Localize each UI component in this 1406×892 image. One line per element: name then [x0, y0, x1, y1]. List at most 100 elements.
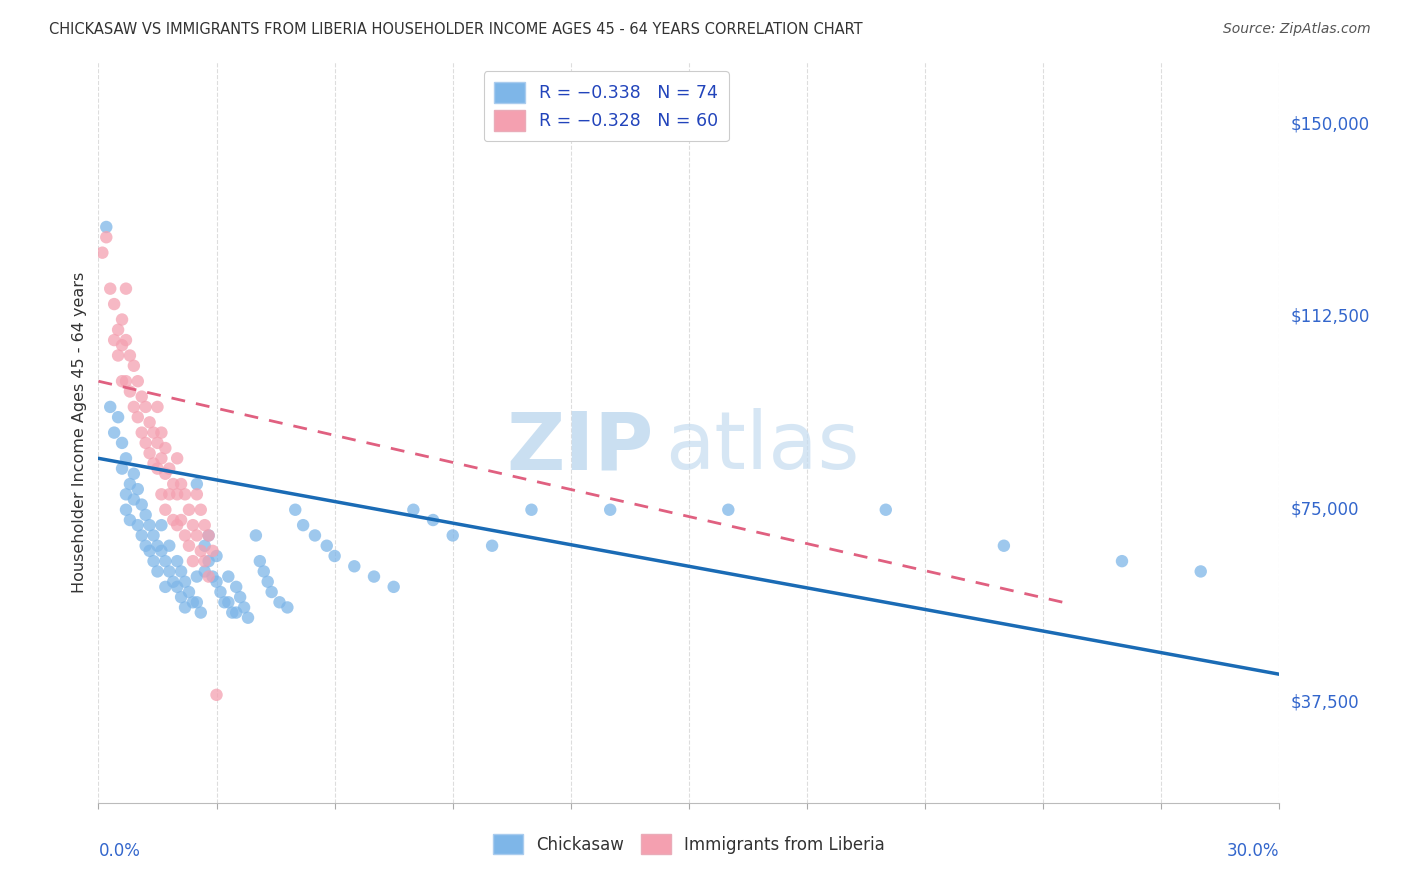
Text: CHICKASAW VS IMMIGRANTS FROM LIBERIA HOUSEHOLDER INCOME AGES 45 - 64 YEARS CORRE: CHICKASAW VS IMMIGRANTS FROM LIBERIA HOU… [49, 22, 863, 37]
Point [194, 554, 217, 568]
Point [150, 487, 173, 501]
Point [205, 549, 228, 563]
Point [402, 502, 425, 516]
Text: 0.0%: 0.0% [98, 842, 141, 860]
Point [177, 502, 200, 516]
Point [214, 595, 236, 609]
Point [174, 574, 197, 589]
Point [142, 457, 165, 471]
Point [260, 585, 283, 599]
Point [875, 502, 897, 516]
Point [599, 502, 621, 516]
Point [481, 539, 503, 553]
Point [166, 518, 188, 533]
Point [122, 492, 145, 507]
Point [155, 467, 177, 481]
Point [181, 595, 204, 609]
Point [135, 539, 157, 553]
Point [717, 502, 740, 516]
Point [111, 312, 134, 326]
Point [142, 528, 165, 542]
Point [96, 219, 118, 234]
Point [118, 513, 141, 527]
Point [127, 374, 149, 388]
Point [217, 595, 239, 609]
Point [157, 539, 180, 553]
Point [146, 461, 169, 475]
Text: 30.0%: 30.0% [1227, 842, 1279, 860]
Point [150, 544, 173, 558]
Point [118, 349, 141, 363]
Point [186, 487, 208, 501]
Point [111, 436, 134, 450]
Point [382, 580, 405, 594]
Point [127, 482, 149, 496]
Point [245, 528, 267, 542]
Point [142, 425, 165, 440]
Point [98, 282, 121, 296]
Point [190, 502, 212, 516]
Point [249, 554, 271, 568]
Point [138, 415, 160, 429]
Point [111, 374, 134, 388]
Point [197, 528, 219, 542]
Point [131, 425, 153, 440]
Point [236, 610, 259, 624]
Point [135, 508, 157, 522]
Point [138, 446, 160, 460]
Point [103, 333, 125, 347]
Point [363, 569, 385, 583]
Point [111, 338, 134, 352]
Point [201, 569, 224, 583]
Point [135, 400, 157, 414]
Text: Source: ZipAtlas.com: Source: ZipAtlas.com [1223, 22, 1371, 37]
Point [122, 400, 145, 414]
Point [253, 565, 276, 579]
Point [115, 374, 138, 388]
Point [135, 436, 157, 450]
Text: atlas: atlas [665, 409, 859, 486]
Point [520, 502, 543, 516]
Point [107, 410, 129, 425]
Text: $150,000: $150,000 [1291, 115, 1369, 133]
Point [162, 513, 184, 527]
Point [170, 477, 193, 491]
Point [225, 580, 247, 594]
Point [292, 518, 315, 533]
Point [197, 528, 219, 542]
Point [162, 477, 184, 491]
Point [186, 528, 208, 542]
Point [131, 498, 153, 512]
Point [1111, 554, 1133, 568]
Point [118, 477, 141, 491]
Point [115, 282, 138, 296]
Point [256, 574, 278, 589]
Point [131, 390, 153, 404]
Point [166, 554, 188, 568]
Point [194, 539, 217, 553]
Point [174, 487, 197, 501]
Point [201, 544, 224, 558]
Point [103, 297, 125, 311]
Point [115, 502, 138, 516]
Point [155, 502, 177, 516]
Point [166, 451, 188, 466]
Point [174, 528, 197, 542]
Point [304, 528, 326, 542]
Point [127, 518, 149, 533]
Point [186, 569, 208, 583]
Point [111, 461, 134, 475]
Point [221, 606, 243, 620]
Point [225, 606, 247, 620]
Point [315, 539, 337, 553]
Point [146, 400, 169, 414]
Point [150, 425, 173, 440]
Point [138, 518, 160, 533]
Point [115, 487, 138, 501]
Point [177, 585, 200, 599]
Point [197, 569, 219, 583]
Text: $37,500: $37,500 [1291, 694, 1360, 712]
Point [98, 400, 121, 414]
Text: $75,000: $75,000 [1291, 500, 1360, 519]
Point [993, 539, 1015, 553]
